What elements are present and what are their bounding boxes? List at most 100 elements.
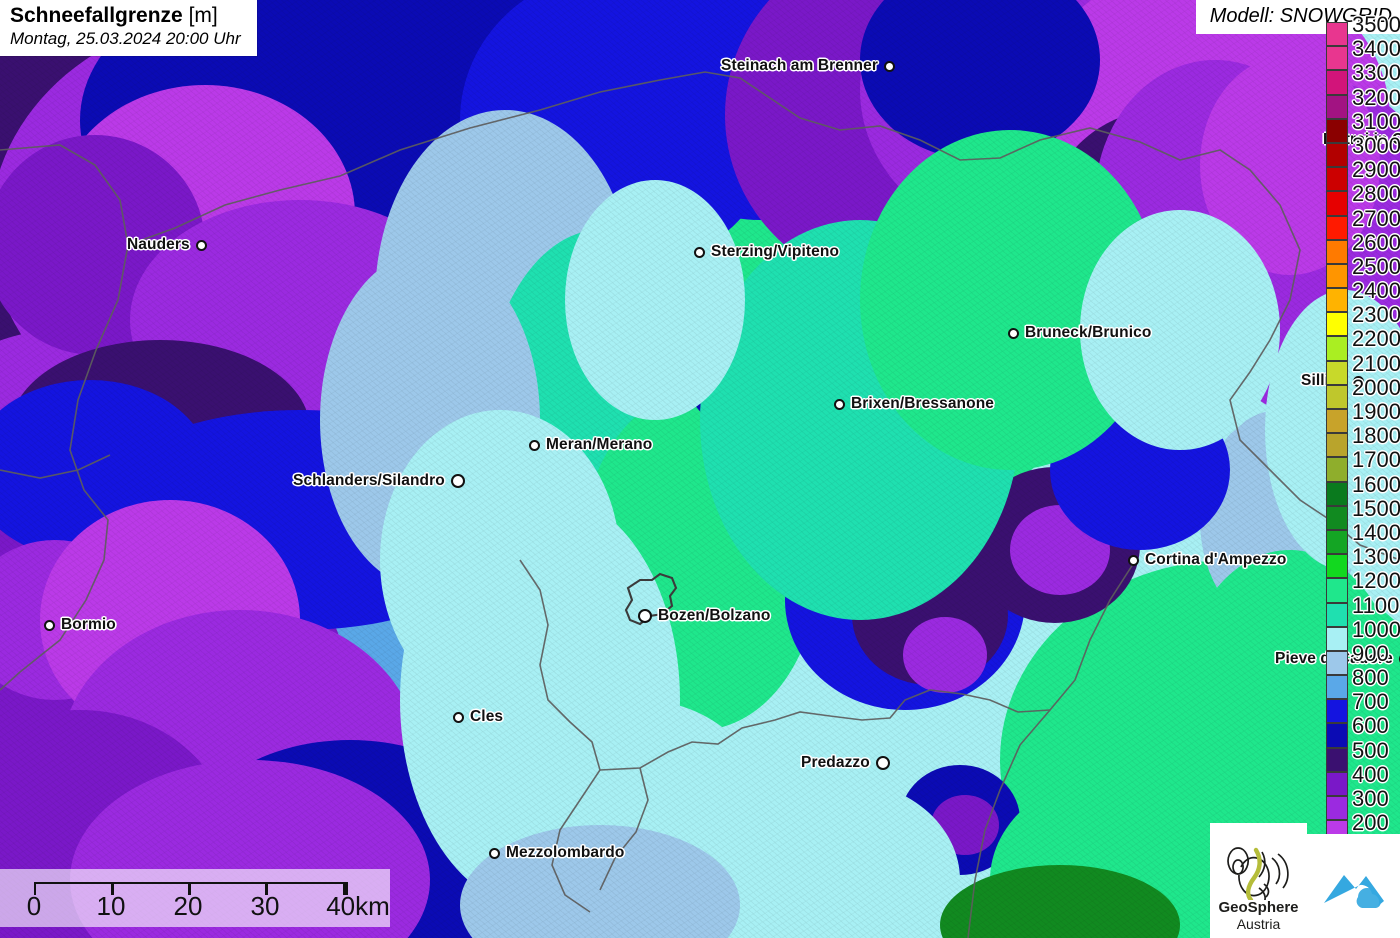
city-marker[interactable]: Predazzo: [801, 754, 890, 772]
colorbar-band: 1900: [1326, 399, 1400, 434]
colorbar-tick-label: 3500: [1352, 12, 1400, 37]
city-dot-icon: [883, 60, 895, 72]
colorbar-tick-label: 1800: [1352, 423, 1400, 449]
colorbar-tick-label: 700: [1352, 689, 1389, 715]
geosphere-logo-line2: Austria: [1236, 915, 1281, 932]
colorbar-band: 1400: [1326, 520, 1400, 555]
city-marker[interactable]: Bozen/Bolzano: [638, 607, 770, 625]
colorbar-swatch: [1326, 312, 1348, 337]
colorbar-band: 1100: [1326, 593, 1399, 627]
city-marker[interactable]: Bormio: [44, 616, 116, 634]
colorbar-swatch: [1326, 747, 1348, 772]
colorbar-band: 2300: [1326, 302, 1400, 337]
colorbar-tick-label: 200: [1352, 810, 1389, 836]
colorbar-legend: 3500 3400 3300 3200 3100 3000 2900 2800 2700 2600…: [1326, 12, 1400, 869]
city-marker[interactable]: Sterzing/Vipiteno: [694, 243, 839, 261]
colorbar-swatch: [1326, 650, 1348, 676]
city-name-label: Cles: [470, 708, 504, 725]
city-dot-icon: [1008, 327, 1019, 339]
colorbar-band: 900: [1326, 641, 1389, 676]
colorbar-band: 1000: [1326, 617, 1400, 651]
colorbar-swatch: [1326, 723, 1348, 748]
city-dot-icon: [834, 398, 845, 410]
city-name-label: Bozen/Bolzano: [658, 607, 771, 624]
snow-line-contour: [565, 180, 745, 420]
colorbar-swatch: [1326, 433, 1348, 458]
city-marker[interactable]: Meran/Merano: [529, 436, 652, 454]
colorbar-swatch: [1326, 46, 1348, 71]
city-name-label: Predazzo: [801, 754, 870, 771]
city-dot-icon: [638, 609, 652, 623]
colorbar-band: 3300: [1326, 60, 1400, 95]
colorbar-tick-label: 3400: [1352, 36, 1400, 62]
colorbar-band: 1700: [1326, 447, 1400, 482]
colorbar-tick-label: 1900: [1352, 399, 1400, 424]
colorbar-band: 3000: [1326, 133, 1400, 168]
city-dot-icon: [1353, 375, 1365, 387]
colorbar-tick-label: 3300: [1352, 60, 1400, 86]
colorbar-swatch: [1326, 215, 1348, 240]
city-marker[interactable]: Brixen/Bressanone: [834, 395, 994, 413]
city-name-label: Bormio: [61, 616, 116, 633]
colorbar-swatch: [1326, 505, 1348, 530]
colorbar-swatch: [1326, 626, 1348, 651]
colorbar-swatch: [1326, 70, 1348, 95]
colorbar-swatch: [1326, 239, 1348, 264]
colorbar-swatch: [1326, 457, 1348, 482]
colorbar-swatch: [1326, 529, 1348, 555]
colorbar-swatch: [1326, 796, 1348, 821]
geosphere-logo[interactable]: GeoSphere Austria: [1210, 823, 1307, 938]
colorbar-swatch: [1326, 602, 1348, 627]
snow-line-contour: [903, 617, 987, 693]
bolzano-city-boundary: [624, 572, 678, 626]
colorbar-band: 2700: [1326, 206, 1400, 240]
city-dot-icon: [529, 439, 540, 451]
colorbar-swatch: [1326, 554, 1348, 579]
city-marker[interactable]: Steinach am Brenner: [721, 57, 895, 75]
snow-line-contour: [1080, 210, 1280, 450]
colorbar-swatch: [1326, 118, 1348, 143]
colorbar-tick-label: 600: [1352, 713, 1389, 739]
colorbar-tick-label: 900: [1352, 640, 1389, 666]
colorbar-swatch: [1326, 263, 1348, 289]
city-dot-icon: [694, 246, 705, 258]
weather-logo[interactable]: [1307, 834, 1400, 938]
valid-timestamp: Montag, 25.03.2024 20:00 Uhr: [10, 28, 241, 48]
colorbar-band: 2400: [1326, 278, 1400, 313]
colorbar-swatch: [1326, 167, 1348, 192]
city-marker[interactable]: Cortina d'Ampezzo: [1128, 551, 1286, 569]
city-marker[interactable]: Schlanders/Silandro: [293, 472, 465, 490]
colorbar-band: 3500: [1326, 12, 1400, 47]
city-marker[interactable]: Bruneck/Brunico: [1008, 324, 1151, 342]
colorbar-band: 3200: [1326, 85, 1400, 119]
city-name-label: Meran/Merano: [546, 436, 653, 453]
colorbar-tick-label: 3000: [1352, 132, 1400, 158]
title-panel: Schneefallgrenze [m] Montag, 25.03.2024 …: [0, 0, 257, 56]
scale-tick-label: 40km: [326, 891, 390, 921]
city-name-label: Cortina d'Ampezzo: [1145, 551, 1287, 568]
city-marker[interactable]: Nauders: [127, 236, 207, 254]
colorbar-band: 2900: [1326, 157, 1400, 192]
colorbar-band: 3400: [1326, 36, 1400, 71]
colorbar-band: 2500: [1326, 254, 1400, 289]
city-name-label: Mezzolombardo: [506, 844, 625, 861]
colorbar-band: 1500: [1326, 496, 1400, 530]
colorbar-tick-label: 1400: [1352, 519, 1400, 545]
page-title: Schneefallgrenze [m]: [10, 4, 241, 28]
colorbar-tick-label: 2100: [1352, 350, 1400, 376]
colorbar-swatch: [1326, 675, 1348, 700]
city-marker[interactable]: Cles: [453, 708, 503, 726]
parameter-unit: [m]: [188, 4, 218, 27]
colorbar-swatch: [1326, 578, 1348, 603]
city-dot-icon: [195, 239, 207, 251]
colorbar-tick-label: 1700: [1352, 447, 1400, 473]
parameter-name: Schneefallgrenze: [10, 4, 183, 27]
scale-tick-label: 30: [250, 891, 280, 921]
colorbar-tick-label: 1300: [1352, 544, 1400, 570]
colorbar-band: 1200: [1326, 568, 1400, 603]
colorbar-tick-label: 1000: [1352, 616, 1400, 642]
city-marker[interactable]: Mezzolombardo: [489, 844, 624, 862]
